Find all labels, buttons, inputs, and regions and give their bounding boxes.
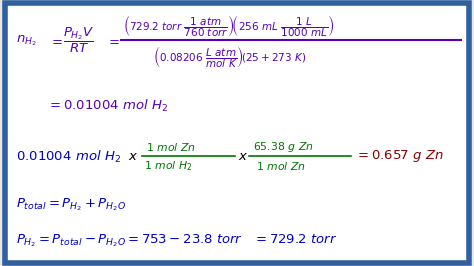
Text: $=$: $=$ (106, 34, 120, 47)
Text: $1\ mol\ Zn$: $1\ mol\ Zn$ (255, 160, 305, 172)
Text: $\left(729.2\ torr\ \dfrac{1\ atm}{760\ torr}\right)\!\left(256\ mL\ \dfrac{1\ L: $\left(729.2\ torr\ \dfrac{1\ atm}{760\ … (123, 13, 335, 39)
Text: $x$: $x$ (128, 150, 138, 163)
Text: $\left(0.08206\ \dfrac{L\ atm}{mol\ K}\right)\!(25+273\ K)$: $\left(0.08206\ \dfrac{L\ atm}{mol\ K}\r… (154, 44, 307, 70)
Text: $x$: $x$ (238, 150, 249, 163)
Text: $P_{total} = P_{H_2} + P_{H_2O}$: $P_{total} = P_{H_2} + P_{H_2O}$ (16, 196, 127, 213)
FancyBboxPatch shape (5, 3, 469, 263)
Text: $=$: $=$ (49, 34, 63, 47)
Text: $65.38\ g\ Zn$: $65.38\ g\ Zn$ (253, 140, 314, 154)
Text: $\dfrac{P_{H_2}V}{RT}$: $\dfrac{P_{H_2}V}{RT}$ (63, 26, 94, 55)
Text: $n_{H_2}$: $n_{H_2}$ (16, 33, 37, 48)
Text: $1\ mol\ H_2$: $1\ mol\ H_2$ (144, 160, 192, 173)
Text: $= 0.01004\ mol\ H_2$: $= 0.01004\ mol\ H_2$ (46, 98, 168, 114)
Text: $P_{H_2} = P_{total} - P_{H_2O} = 753 - 23.8\ torr\ \ \ = 729.2\ torr$: $P_{H_2} = P_{total} - P_{H_2O} = 753 - … (16, 233, 338, 250)
Text: $1\ mol\ Zn$: $1\ mol\ Zn$ (146, 141, 196, 153)
Text: $0.01004\ mol\ H_2$: $0.01004\ mol\ H_2$ (16, 148, 121, 164)
Text: $= 0.657\ g\ Zn$: $= 0.657\ g\ Zn$ (356, 148, 444, 164)
